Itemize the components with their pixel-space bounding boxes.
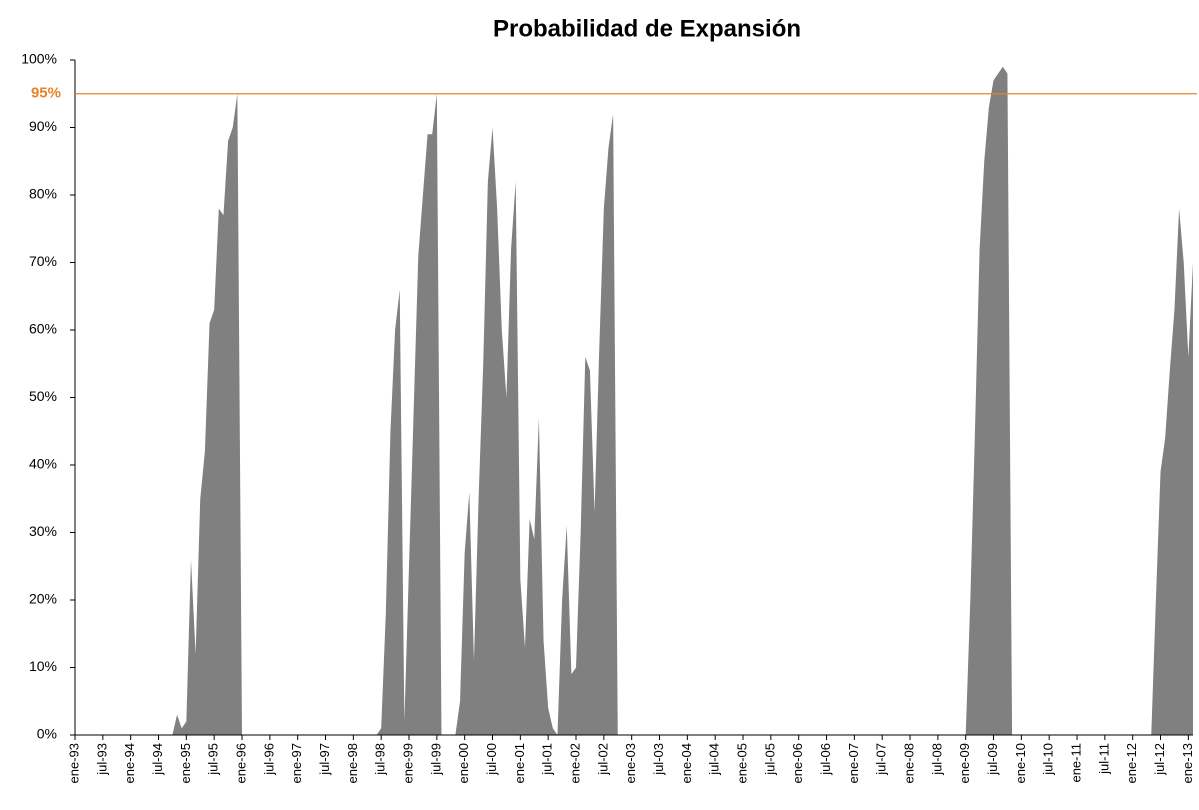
x-tick-label: jul-99 [428,743,443,776]
x-tick-label: ene-93 [66,743,81,783]
x-tick-label: jul-08 [929,743,944,776]
y-tick-label: 80% [29,186,57,202]
x-tick-label: ene-11 [1068,743,1083,783]
x-tick-label: jul-00 [484,743,499,776]
x-tick-label: jul-93 [94,743,109,776]
x-tick-label: jul-96 [261,743,276,776]
x-tick-label: ene-10 [1013,743,1028,783]
x-tick-label: jul-97 [317,743,332,776]
x-tick-label: jul-02 [595,743,610,776]
x-tick-label: jul-03 [651,743,666,776]
y-tick-label: 60% [29,321,57,337]
x-tick-label: jul-05 [762,743,777,776]
x-tick-label: jul-07 [874,743,889,776]
y-tick-label: 40% [29,456,57,472]
y-tick-label: 10% [29,658,57,674]
x-tick-label: jul-01 [540,743,555,776]
x-tick-label: jul-95 [206,743,221,776]
y-tick-label: 20% [29,591,57,607]
x-tick-label: ene-13 [1180,743,1195,783]
x-tick-label: ene-94 [122,743,137,783]
y-tick-label: 100% [21,51,57,67]
x-tick-label: ene-05 [734,743,749,783]
x-tick-label: ene-07 [846,743,861,783]
x-tick-label: ene-95 [178,743,193,783]
x-tick-label: ene-04 [679,743,694,783]
x-tick-label: ene-00 [456,743,471,783]
x-tick-label: ene-08 [901,743,916,783]
y-tick-label: 30% [29,523,57,539]
x-tick-label: jul-06 [818,743,833,776]
x-tick-label: jul-10 [1041,743,1056,776]
y-tick-label: 90% [29,118,57,134]
x-tick-label: ene-96 [233,743,248,783]
x-tick-label: jul-12 [1152,743,1167,776]
y-tick-label: 70% [29,253,57,269]
reference-label: 95% [31,85,61,102]
y-tick-label: 50% [29,388,57,404]
x-tick-label: jul-94 [150,743,165,776]
x-tick-label: ene-97 [289,743,304,783]
x-tick-label: jul-09 [985,743,1000,776]
x-tick-label: jul-11 [1096,743,1111,775]
x-tick-label: jul-98 [373,743,388,776]
chart-title: Probabilidad de Expansión [493,15,801,42]
x-tick-label: ene-09 [957,743,972,783]
y-tick-label: 0% [37,726,57,742]
x-tick-label: ene-99 [400,743,415,783]
x-tick-label: ene-03 [623,743,638,783]
area [75,66,1193,735]
x-tick-label: ene-02 [567,743,582,783]
x-tick-label: jul-04 [707,743,722,776]
x-tick-label: ene-98 [345,743,360,783]
x-tick-label: ene-01 [512,743,527,783]
x-tick-label: ene-12 [1124,743,1139,783]
x-tick-label: ene-06 [790,743,805,783]
